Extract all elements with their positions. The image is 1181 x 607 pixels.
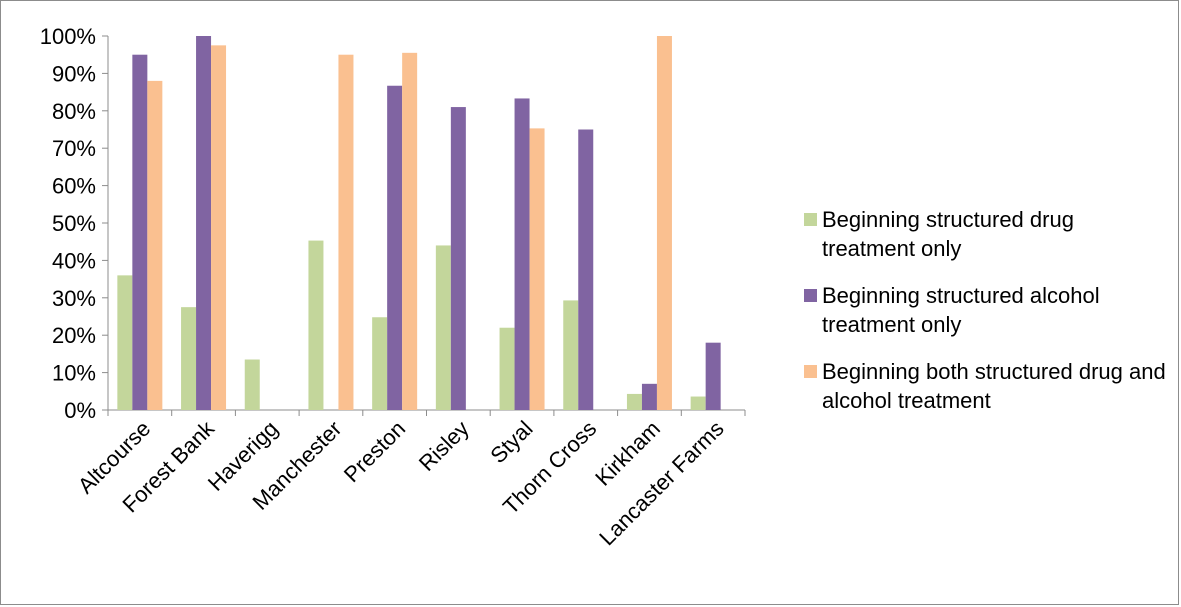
bar-both xyxy=(211,45,227,410)
bar-both xyxy=(656,36,672,410)
y-tick-label: 90% xyxy=(52,61,96,86)
y-tick-label: 0% xyxy=(64,398,96,423)
legend-item-both: Beginning both structured drug and alcoh… xyxy=(800,357,1170,415)
bar-alcohol xyxy=(450,107,466,410)
x-tick-label: Risley xyxy=(414,416,474,476)
bar-both xyxy=(147,80,163,410)
y-tick-label: 50% xyxy=(52,211,96,236)
legend-swatch-drug xyxy=(804,213,817,226)
y-tick-label: 100% xyxy=(40,24,96,49)
bar-alcohol xyxy=(641,383,657,410)
y-tick-label: 40% xyxy=(52,248,96,273)
bar-drug xyxy=(690,396,706,410)
bar-alcohol xyxy=(578,129,594,410)
bar-both xyxy=(402,52,418,410)
bar-alcohol xyxy=(514,98,530,410)
bar-drug xyxy=(626,393,642,410)
y-tick-label: 70% xyxy=(52,136,96,161)
y-tick-label: 60% xyxy=(52,174,96,199)
legend-label-alcohol: Beginning structured alcohol treatment o… xyxy=(822,283,1100,337)
bar-alcohol xyxy=(132,54,148,410)
bar-drug xyxy=(372,317,388,410)
bar-both xyxy=(529,128,545,411)
bar-drug xyxy=(499,327,515,410)
y-tick-label: 20% xyxy=(52,323,96,348)
bar-alcohol xyxy=(387,85,403,410)
x-tick-label: Styal xyxy=(485,416,537,468)
bar-drug xyxy=(117,275,133,410)
bar-drug xyxy=(181,307,197,410)
chart-legend: Beginning structured drug treatment only… xyxy=(800,205,1170,433)
legend-item-drug: Beginning structured drug treatment only xyxy=(800,205,1170,263)
bar-alcohol xyxy=(705,342,721,410)
y-tick-label: 80% xyxy=(52,99,96,124)
y-tick-label: 10% xyxy=(52,361,96,386)
legend-swatch-both xyxy=(804,365,817,378)
bar-drug xyxy=(308,240,324,410)
bar-drug xyxy=(244,359,260,410)
x-tick-label: Preston xyxy=(339,416,410,487)
legend-swatch-alcohol xyxy=(804,289,817,302)
bar-alcohol xyxy=(196,36,212,410)
legend-item-alcohol: Beginning structured alcohol treatment o… xyxy=(800,281,1170,339)
y-tick-label: 30% xyxy=(52,286,96,311)
bar-drug xyxy=(563,300,579,410)
legend-label-both: Beginning both structured drug and alcoh… xyxy=(822,359,1166,413)
legend-label-drug: Beginning structured drug treatment only xyxy=(822,207,1074,261)
bar-drug xyxy=(435,245,451,410)
bar-both xyxy=(338,54,354,410)
